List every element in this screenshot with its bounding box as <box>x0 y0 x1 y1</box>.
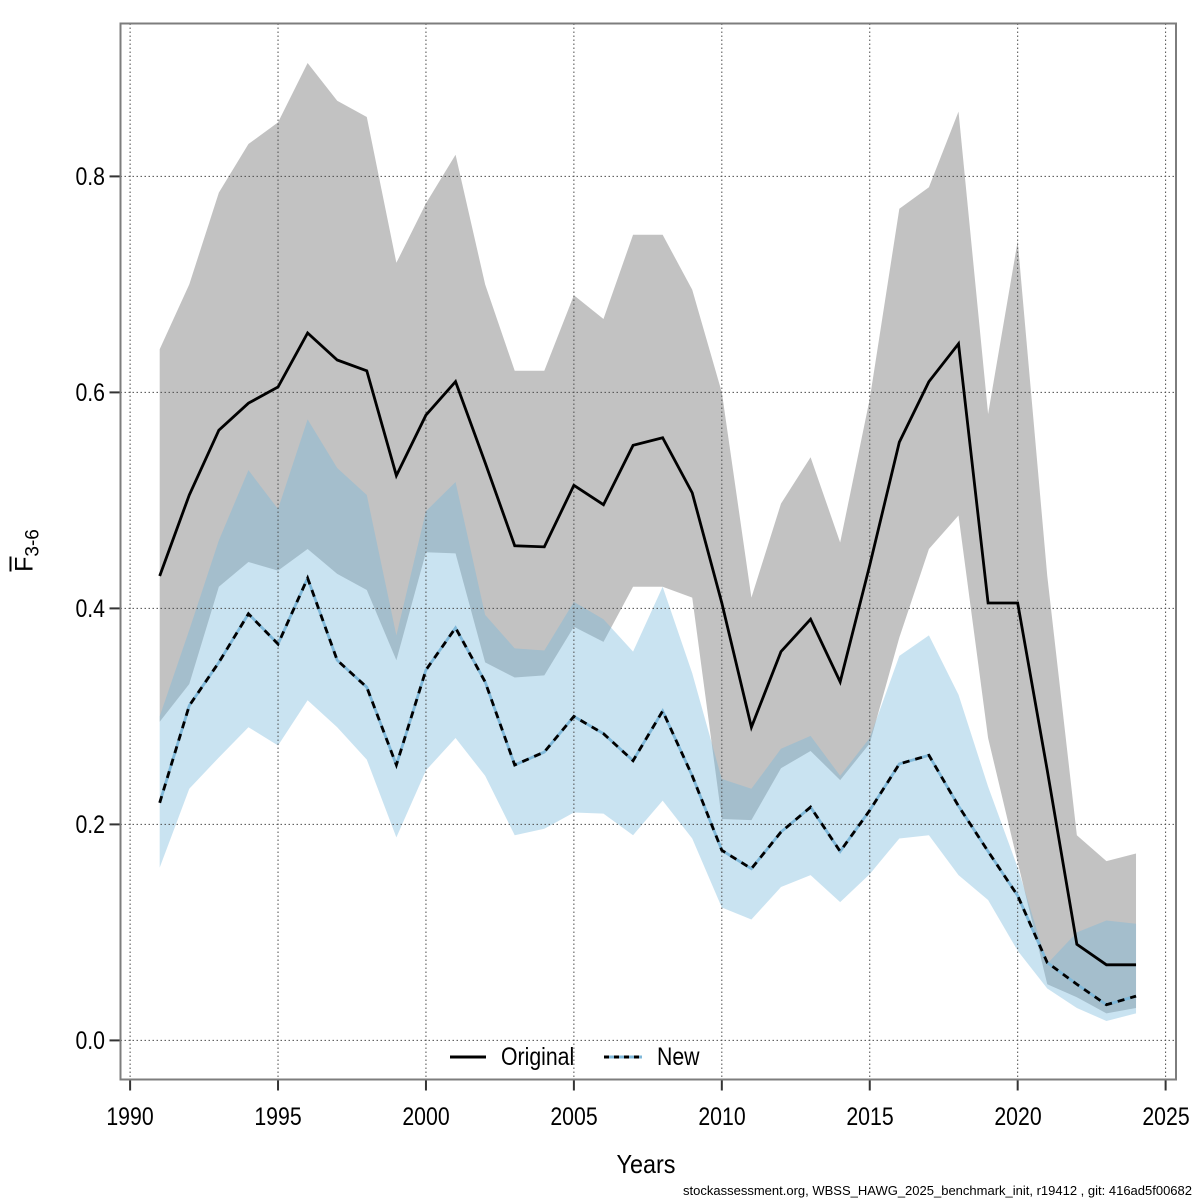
x-tick-label-1995: 1995 <box>254 1103 302 1131</box>
x-tick-label-2020: 2020 <box>994 1103 1042 1131</box>
footer-watermark: stockassessment.org, WBSS_HAWG_2025_benc… <box>683 1183 1192 1198</box>
x-tick-label-2000: 2000 <box>402 1103 450 1131</box>
x-tick-label-2010: 2010 <box>698 1103 746 1131</box>
y-tick-label-0.0: 0.0 <box>75 1027 105 1056</box>
line-original <box>158 330 1137 967</box>
band-new <box>159 419 1137 1021</box>
x-tick-label-2025: 2025 <box>1141 1103 1190 1131</box>
x-axis-label: Years <box>616 1149 676 1179</box>
x-tick-label-2005: 2005 <box>550 1103 598 1131</box>
y-tick-label-0.6: 0.6 <box>75 379 105 408</box>
line-new <box>158 574 1137 1007</box>
legend: Original New <box>448 1042 709 1072</box>
confidence-bands <box>159 63 1137 1021</box>
axis-tick-marks <box>109 175 1167 1091</box>
legend-new-line-sample <box>604 1055 643 1059</box>
legend-label-new: New <box>657 1042 700 1071</box>
legend-original-line-sample <box>450 1055 486 1059</box>
y-tick-label-0.8: 0.8 <box>75 163 105 192</box>
series-lines <box>158 330 1137 1007</box>
x-tick-label-2015: 2015 <box>846 1103 894 1131</box>
y-axis-label-subscript: 3-6 <box>22 529 44 557</box>
y-tick-label-0.4: 0.4 <box>75 595 105 624</box>
x-tick-label-1990: 1990 <box>106 1103 154 1131</box>
plot-frame <box>119 22 1177 1081</box>
y-axis-label-fbar: F <box>9 556 39 572</box>
y-axis-label: F3-6 <box>9 471 45 631</box>
band-original <box>159 63 1137 1014</box>
gridlines <box>120 23 1176 1080</box>
y-tick-label-0.2: 0.2 <box>75 811 105 840</box>
legend-label-original: Original <box>501 1042 575 1071</box>
